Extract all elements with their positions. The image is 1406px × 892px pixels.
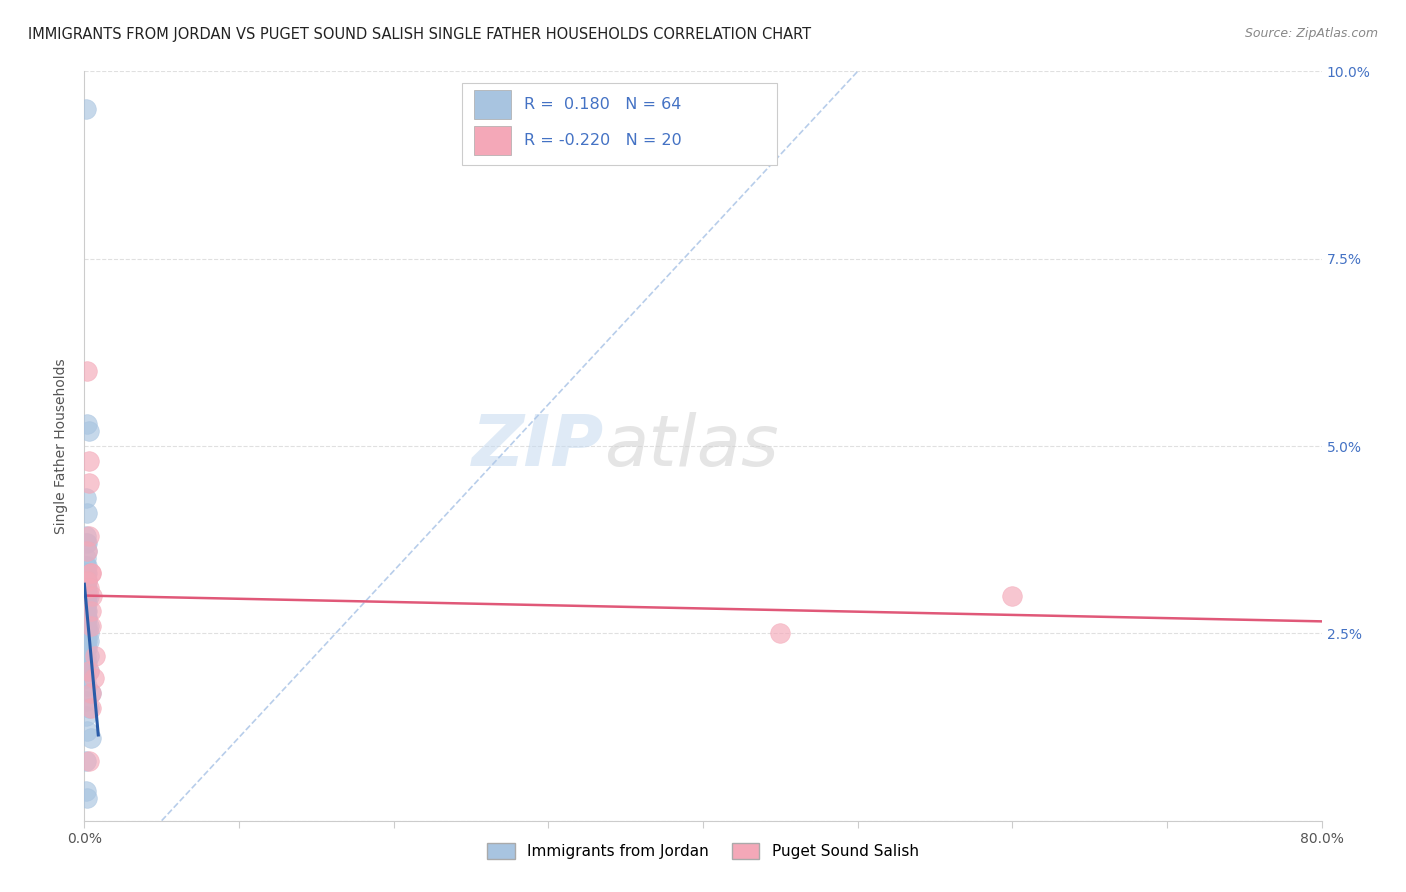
Point bbox=[75, 529, 97, 543]
Text: R =  0.180   N = 64: R = 0.180 N = 64 bbox=[523, 97, 681, 112]
FancyBboxPatch shape bbox=[461, 83, 778, 165]
FancyBboxPatch shape bbox=[474, 90, 512, 119]
Point bbox=[75, 694, 97, 708]
Text: Source: ZipAtlas.com: Source: ZipAtlas.com bbox=[1244, 27, 1378, 40]
Point bbox=[75, 626, 97, 640]
Point bbox=[75, 566, 97, 581]
Point bbox=[75, 551, 97, 566]
Point bbox=[76, 641, 98, 656]
Point bbox=[76, 611, 98, 625]
Point bbox=[76, 566, 98, 581]
Text: atlas: atlas bbox=[605, 411, 779, 481]
Point bbox=[76, 604, 98, 618]
Point bbox=[76, 619, 98, 633]
Point bbox=[75, 574, 97, 588]
Text: R = -0.220   N = 20: R = -0.220 N = 20 bbox=[523, 133, 682, 148]
Point bbox=[79, 686, 101, 700]
Point bbox=[76, 507, 98, 521]
Point bbox=[77, 664, 100, 678]
Point bbox=[76, 364, 98, 378]
Point bbox=[76, 723, 98, 738]
Point bbox=[77, 529, 100, 543]
Legend: Immigrants from Jordan, Puget Sound Salish: Immigrants from Jordan, Puget Sound Sali… bbox=[481, 838, 925, 865]
Point bbox=[75, 708, 97, 723]
Point bbox=[76, 544, 98, 558]
Point bbox=[75, 657, 97, 671]
Text: ZIP: ZIP bbox=[472, 411, 605, 481]
Point bbox=[75, 574, 97, 588]
Point bbox=[76, 582, 98, 596]
FancyBboxPatch shape bbox=[474, 126, 512, 154]
Point bbox=[75, 558, 97, 573]
Point bbox=[75, 626, 97, 640]
Point bbox=[76, 679, 98, 693]
Point bbox=[75, 664, 97, 678]
Point bbox=[76, 611, 98, 625]
Point bbox=[76, 574, 98, 588]
Point bbox=[76, 417, 98, 431]
Text: IMMIGRANTS FROM JORDAN VS PUGET SOUND SALISH SINGLE FATHER HOUSEHOLDS CORRELATIO: IMMIGRANTS FROM JORDAN VS PUGET SOUND SA… bbox=[28, 27, 811, 42]
Point bbox=[77, 648, 100, 663]
Point bbox=[77, 619, 100, 633]
Point bbox=[1001, 589, 1024, 603]
Point bbox=[75, 491, 97, 506]
Point bbox=[79, 566, 101, 581]
Point bbox=[75, 589, 97, 603]
Point bbox=[77, 582, 100, 596]
Point bbox=[75, 671, 97, 685]
Point bbox=[77, 589, 100, 603]
Point bbox=[77, 424, 100, 438]
Point bbox=[75, 582, 97, 596]
Point bbox=[75, 754, 97, 768]
Point bbox=[77, 454, 100, 468]
Point bbox=[76, 544, 98, 558]
Point bbox=[75, 611, 97, 625]
Point bbox=[83, 671, 105, 685]
Point bbox=[76, 596, 98, 610]
Point bbox=[79, 604, 101, 618]
Point bbox=[769, 626, 792, 640]
Point bbox=[75, 566, 97, 581]
Point bbox=[79, 731, 101, 746]
Point bbox=[76, 558, 98, 573]
Point bbox=[75, 611, 97, 625]
Point bbox=[79, 619, 101, 633]
Point bbox=[75, 633, 97, 648]
Point bbox=[75, 604, 97, 618]
Point bbox=[77, 754, 100, 768]
Point bbox=[77, 701, 100, 715]
Point bbox=[75, 596, 97, 610]
Point bbox=[75, 783, 97, 797]
Point bbox=[82, 589, 104, 603]
Point bbox=[79, 686, 101, 700]
Point bbox=[76, 791, 98, 805]
Point bbox=[75, 536, 97, 550]
Point bbox=[75, 641, 97, 656]
Point bbox=[76, 536, 98, 550]
Point bbox=[84, 648, 107, 663]
Point bbox=[76, 574, 98, 588]
Point bbox=[75, 648, 97, 663]
Point bbox=[77, 664, 100, 678]
Point bbox=[75, 619, 97, 633]
Point bbox=[76, 626, 98, 640]
Point bbox=[79, 701, 101, 715]
Point bbox=[77, 626, 100, 640]
Point bbox=[75, 604, 97, 618]
Point bbox=[77, 476, 100, 491]
Point bbox=[75, 102, 97, 116]
Y-axis label: Single Father Households: Single Father Households bbox=[55, 359, 69, 533]
Point bbox=[75, 582, 97, 596]
Point bbox=[75, 596, 97, 610]
Point bbox=[77, 633, 100, 648]
Point bbox=[76, 633, 98, 648]
Point bbox=[76, 589, 98, 603]
Point bbox=[79, 566, 101, 581]
Point bbox=[76, 657, 98, 671]
